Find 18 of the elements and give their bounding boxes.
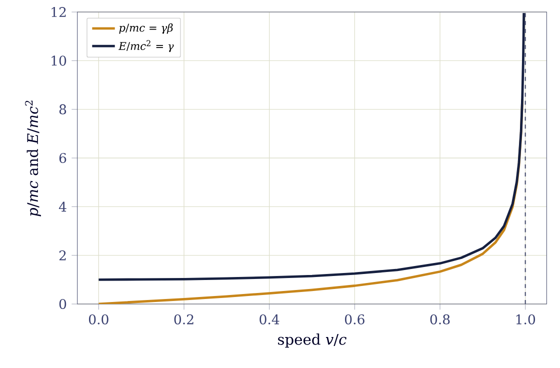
- x-tick-label: 0.4: [260, 314, 280, 324]
- x-axis-title: speed v/c: [278, 334, 346, 348]
- x-tick-label: 0.6: [344, 314, 364, 324]
- legend-label: p/mc = γβ: [119, 23, 173, 34]
- x-tick-label: 0.8: [430, 314, 450, 324]
- line-series: [97, 12, 526, 281]
- y-tick-label: 2: [59, 250, 66, 260]
- y-tick-label: 8: [59, 104, 66, 114]
- x-tick-label: 0.2: [174, 314, 194, 324]
- y-tick-label: 6: [59, 152, 66, 164]
- y-tick-label: 4: [58, 202, 66, 212]
- x-tick-label: 0.0: [88, 314, 108, 324]
- legend-label: E/mc$^{2}$ = γ: [118, 40, 174, 52]
- y-tick-label: 0: [59, 298, 66, 310]
- x-tick-label: 1.0: [516, 314, 536, 324]
- y-axis-title: p/mc and E/mc$^{2}$: [25, 100, 41, 216]
- y-tick-label: 10: [52, 56, 66, 66]
- y-tick-label: 12: [52, 7, 66, 17]
